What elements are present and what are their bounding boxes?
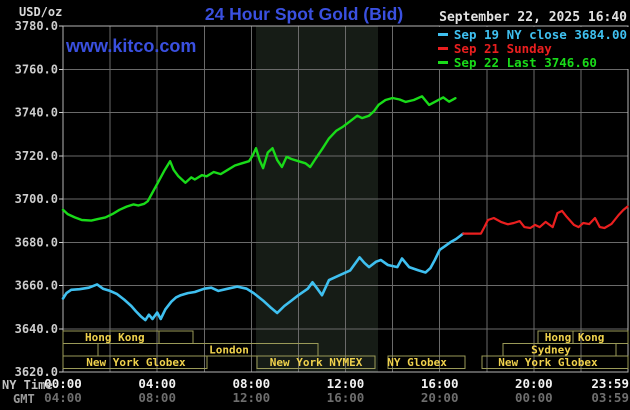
page-title: 24 Hour Spot Gold (Bid) <box>204 4 404 24</box>
chart-datetime: September 22, 2025 16:40 <box>438 10 628 25</box>
legend-label: Sep 22 Last 3746.60 <box>453 54 597 70</box>
session-box <box>481 355 629 369</box>
session-box <box>256 355 376 369</box>
legend-row: Sep 21 Sunday <box>437 40 627 56</box>
x-axis-label-nytime: 16:00 <box>421 376 459 391</box>
x-axis-label-gmt: 04:00 <box>44 390 82 405</box>
x-axis-label-gmt: 12:00 <box>233 390 271 405</box>
session-box <box>387 355 466 369</box>
y-axis-label: 3760.0 <box>15 62 58 76</box>
x-axis-label-nytime: 08:00 <box>233 376 271 391</box>
session-label: Hong Kong <box>545 331 605 344</box>
gmt-axis-label: GMT <box>13 392 35 406</box>
x-axis-label-gmt: 03:59 <box>591 390 629 405</box>
y-axis-label: 3720.0 <box>15 149 58 163</box>
y-axis-units-label: USD/oz <box>19 5 63 19</box>
session-label: New York Globex <box>498 356 598 369</box>
x-axis-label-gmt: 08:00 <box>138 390 176 405</box>
session-label: New York NYMEX <box>270 356 363 369</box>
y-axis-label: 3740.0 <box>15 106 58 120</box>
x-axis-label-nytime: 04:00 <box>138 376 176 391</box>
y-axis-label: 3620.0 <box>15 365 58 379</box>
legend-row: Sep 19 NY close 3684.00 <box>437 26 627 42</box>
y-axis-label: 3700.0 <box>15 192 58 206</box>
x-axis-label-nytime: 00:00 <box>44 376 82 391</box>
legend-dash-icon <box>437 46 448 50</box>
x-axis-label-nytime: 20:00 <box>515 376 553 391</box>
y-axis-label: 3660.0 <box>15 279 58 293</box>
legend-dash-icon <box>437 32 448 36</box>
legend-label: Sep 19 NY close 3684.00 <box>453 26 627 42</box>
session-box <box>62 355 208 369</box>
session-label: Hong Kong <box>85 331 145 344</box>
price-line-3 <box>462 205 629 235</box>
x-axis-label-nytime: 12:00 <box>327 376 365 391</box>
price-line-2 <box>61 232 465 322</box>
session-label: Sydney <box>531 344 571 357</box>
x-axis-label-gmt: 20:00 <box>421 390 459 405</box>
legend-dash-icon <box>437 60 448 64</box>
legend: Sep 19 NY close 3684.00 Sep 21 Sunday Sep … <box>435 26 629 70</box>
kitco-watermark-link[interactable]: www.kitco.com <box>66 36 197 56</box>
x-axis-label-gmt: 00:00 <box>515 390 553 405</box>
y-axis-label: 3780.0 <box>15 19 58 33</box>
session-label: London <box>209 344 249 357</box>
price-line-1 <box>61 95 457 222</box>
x-axis-label-gmt: 16:00 <box>327 390 365 405</box>
legend-label: Sep 21 Sunday <box>453 40 552 56</box>
session-label: NY Globex <box>387 356 447 369</box>
x-axis-label-nytime: 23:59 <box>591 376 629 391</box>
ny-time-axis-label: NY Time <box>2 378 53 392</box>
y-axis-label: 3680.0 <box>15 235 58 249</box>
session-label: New York Globex <box>86 356 186 369</box>
y-axis-label: 3640.0 <box>15 322 58 336</box>
legend-row: Sep 22 Last 3746.60 <box>437 54 627 70</box>
